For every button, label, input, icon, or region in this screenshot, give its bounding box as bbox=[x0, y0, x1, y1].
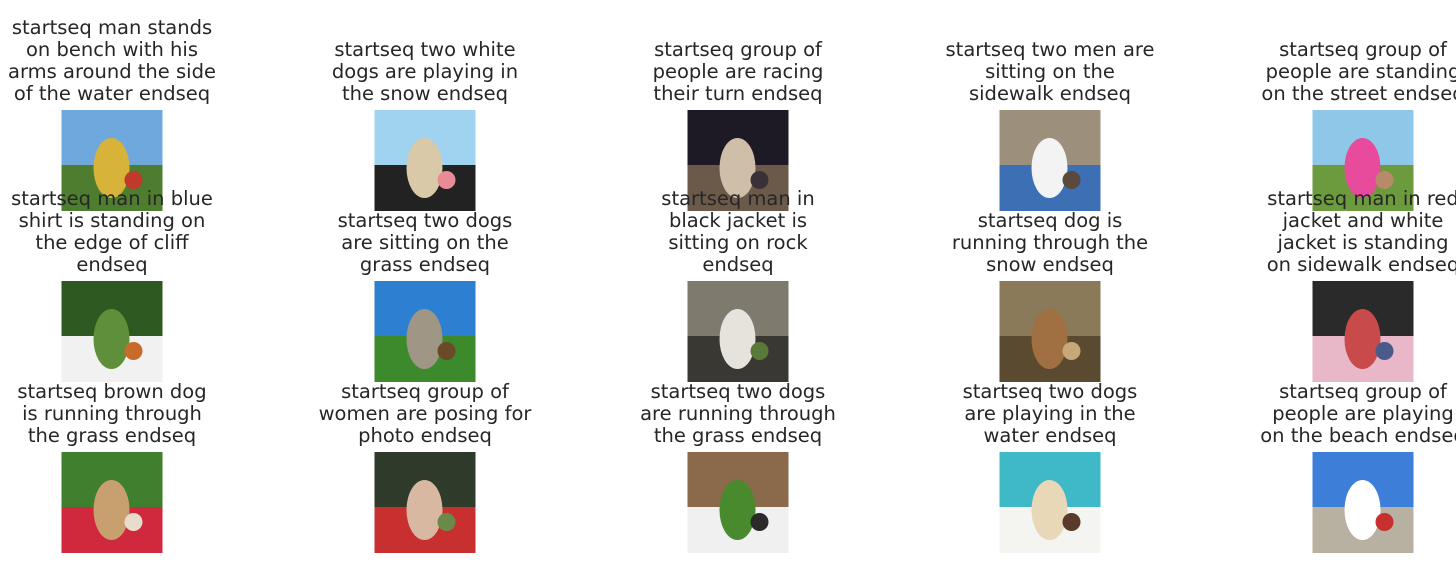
thumbnail-image bbox=[61, 110, 163, 211]
thumbnail-image bbox=[1312, 110, 1414, 211]
thumbnail-image bbox=[687, 110, 789, 211]
photo-subject bbox=[406, 309, 443, 369]
photo-detail bbox=[124, 171, 143, 189]
photo-subject bbox=[719, 309, 756, 369]
caption-cell: startseq two dogs are sitting on the gra… bbox=[295, 182, 555, 382]
generated-caption: startseq two dogs are sitting on the gra… bbox=[337, 209, 513, 276]
photo-subject bbox=[93, 480, 130, 540]
photo-subject bbox=[1344, 138, 1381, 198]
photo-subject bbox=[1031, 309, 1068, 369]
caption-cell: startseq dog is running through the snow… bbox=[920, 182, 1180, 382]
thumbnail-image bbox=[999, 452, 1101, 553]
photo-detail bbox=[437, 171, 456, 189]
photo-detail bbox=[1062, 513, 1081, 531]
photo-water-splash bbox=[999, 452, 1101, 553]
generated-caption: startseq group of people are playing on … bbox=[1260, 380, 1456, 447]
photo-subject bbox=[93, 138, 130, 198]
generated-caption: startseq group of women are posing for p… bbox=[318, 380, 532, 447]
photo-subject bbox=[1344, 480, 1381, 540]
thumbnail-image bbox=[374, 452, 476, 553]
photo-dogs-fence bbox=[687, 452, 789, 553]
generated-caption: startseq two dogs are playing in the wat… bbox=[962, 380, 1138, 447]
photo-women-group bbox=[374, 452, 476, 553]
photo-detail bbox=[750, 342, 769, 360]
thumbnail-image bbox=[687, 281, 789, 382]
thumbnail-image bbox=[374, 281, 476, 382]
photo-detail bbox=[1375, 342, 1394, 360]
thumbnail-image bbox=[1312, 452, 1414, 553]
caption-cell: startseq man stands on bench with his ar… bbox=[0, 11, 242, 211]
photo-man-forest bbox=[61, 281, 163, 382]
thumbnail-image bbox=[61, 452, 163, 553]
photo-subject bbox=[1031, 480, 1068, 540]
caption-cell: startseq two men are sitting on the side… bbox=[920, 11, 1180, 211]
thumbnail-image bbox=[999, 110, 1101, 211]
photo-detail bbox=[1062, 342, 1081, 360]
caption-cell: startseq man in red jacket and white jac… bbox=[1233, 182, 1456, 382]
photo-street-crowd bbox=[1312, 281, 1414, 382]
photo-detail bbox=[437, 513, 456, 531]
thumbnail-image bbox=[61, 281, 163, 382]
photo-men-sidewalk bbox=[999, 110, 1101, 211]
photo-subject bbox=[406, 480, 443, 540]
generated-caption: startseq two men are sitting on the side… bbox=[945, 38, 1155, 105]
caption-cell: startseq group of people are standing on… bbox=[1233, 11, 1456, 211]
photo-detail bbox=[124, 342, 143, 360]
generated-caption: startseq brown dog is running through th… bbox=[17, 380, 207, 447]
photo-subject bbox=[1031, 138, 1068, 198]
caption-cell: startseq brown dog is running through th… bbox=[0, 353, 242, 553]
photo-subject bbox=[719, 480, 756, 540]
caption-cell: startseq two white dogs are playing in t… bbox=[295, 11, 555, 211]
caption-cell: startseq group of people are racing thei… bbox=[608, 11, 868, 211]
caption-cell: startseq two dogs are playing in the wat… bbox=[920, 353, 1180, 553]
photo-detail bbox=[1062, 171, 1081, 189]
photo-dogs-grass-building bbox=[374, 281, 476, 382]
caption-cell: startseq group of women are posing for p… bbox=[295, 353, 555, 553]
photo-detail bbox=[1375, 171, 1394, 189]
generated-caption: startseq man in black jacket is sitting … bbox=[661, 187, 815, 276]
thumbnail-image bbox=[1312, 281, 1414, 382]
photo-detail bbox=[124, 513, 143, 531]
photo-detail bbox=[1375, 513, 1394, 531]
generated-caption: startseq man stands on bench with his ar… bbox=[8, 16, 216, 105]
photo-subject bbox=[406, 138, 443, 198]
thumbnail-image bbox=[687, 452, 789, 553]
photo-subject bbox=[1344, 309, 1381, 369]
photo-detail bbox=[750, 513, 769, 531]
generated-caption: startseq man in blue shirt is standing o… bbox=[11, 187, 213, 276]
photo-yard-building bbox=[61, 110, 163, 211]
photo-detail bbox=[750, 171, 769, 189]
thumbnail-image bbox=[374, 110, 476, 211]
generated-caption: startseq group of people are standing on… bbox=[1261, 38, 1456, 105]
caption-cell: startseq two dogs are running through th… bbox=[608, 353, 868, 553]
caption-cell: startseq man in black jacket is sitting … bbox=[608, 182, 868, 382]
generated-caption: startseq dog is running through the snow… bbox=[951, 209, 1149, 276]
photo-dogs-beach bbox=[374, 110, 476, 211]
photo-subject bbox=[93, 309, 130, 369]
photo-night-crowd bbox=[687, 110, 789, 211]
photo-dog-frisbee bbox=[61, 452, 163, 553]
photo-detail bbox=[437, 342, 456, 360]
thumbnail-image bbox=[999, 281, 1101, 382]
generated-caption: startseq man in red jacket and white jac… bbox=[1266, 187, 1456, 276]
photo-subject bbox=[719, 138, 756, 198]
photo-bird-rocks bbox=[687, 281, 789, 382]
photo-beach-people bbox=[1312, 452, 1414, 553]
generated-caption: startseq group of people are racing thei… bbox=[652, 38, 824, 105]
photo-pink-street bbox=[1312, 110, 1414, 211]
generated-caption: startseq two white dogs are playing in t… bbox=[331, 38, 519, 105]
caption-cell: startseq group of people are playing on … bbox=[1233, 353, 1456, 553]
generated-caption: startseq two dogs are running through th… bbox=[640, 380, 836, 447]
photo-dog-leaves bbox=[999, 281, 1101, 382]
caption-cell: startseq man in blue shirt is standing o… bbox=[0, 182, 242, 382]
